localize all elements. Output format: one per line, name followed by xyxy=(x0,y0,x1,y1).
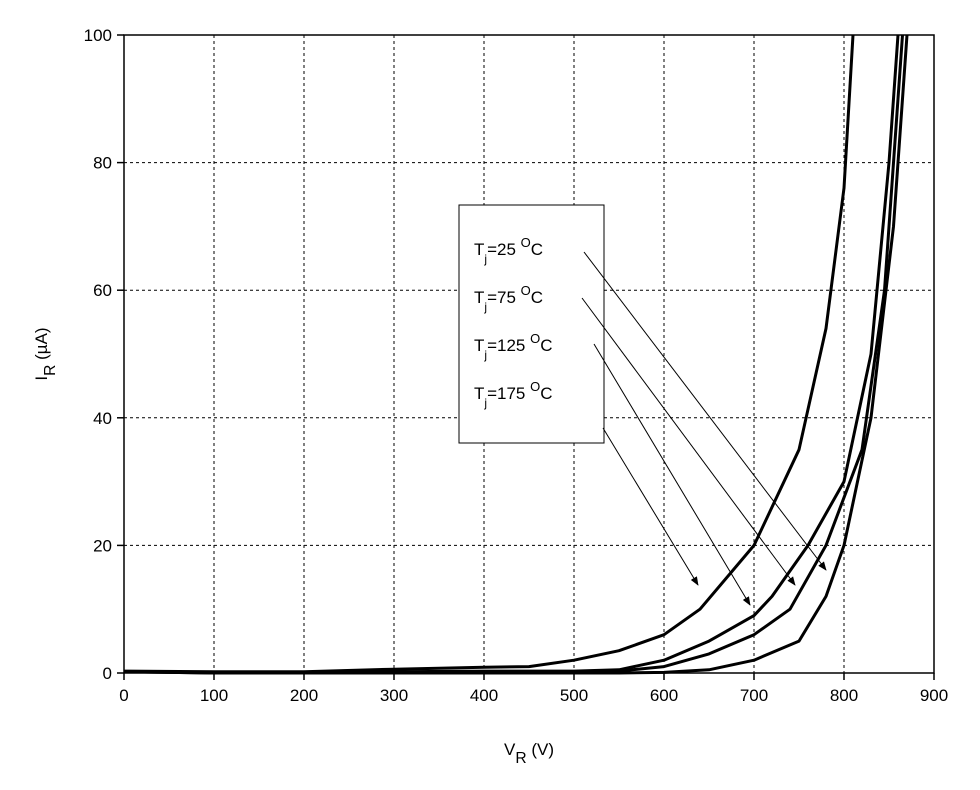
axis-label-part: R xyxy=(515,750,526,767)
y-tick-label: 100 xyxy=(84,26,112,45)
x-tick-label: 100 xyxy=(200,686,228,705)
series-line xyxy=(123,34,900,674)
legend-label-part: j xyxy=(483,252,487,266)
series-line xyxy=(123,34,855,674)
legend-label-part: j xyxy=(483,348,487,362)
legend-label-part: C xyxy=(540,384,552,403)
x-tick-label: 400 xyxy=(470,686,498,705)
legend-label-part: O xyxy=(530,379,540,394)
y-tick-label: 0 xyxy=(103,664,112,683)
legend-label: Tj=175 OC xyxy=(474,379,552,410)
legend-arrow xyxy=(602,427,699,586)
legend-label-part: =75 xyxy=(487,288,521,307)
legend-label: Tj=75 OC xyxy=(474,283,543,314)
x-label: VR (V) xyxy=(504,740,554,767)
legend-label-part: T xyxy=(474,240,484,259)
legend-label-part: =125 xyxy=(487,336,530,355)
y-tick-label: 40 xyxy=(93,409,112,428)
x-tick-label: 0 xyxy=(119,686,128,705)
legend-label-part: j xyxy=(483,300,487,314)
legend-label-part: =175 xyxy=(487,384,530,403)
axis-label-part: I xyxy=(32,376,51,381)
axis-label-part: (µA) xyxy=(32,327,51,364)
legend-label-part: C xyxy=(531,288,543,307)
legend-label-part: O xyxy=(521,283,531,298)
y-tick-label: 20 xyxy=(93,536,112,555)
legend-label-part: =25 xyxy=(487,240,521,259)
x-tick-label: 900 xyxy=(920,686,948,705)
y-label: IR (µA) xyxy=(32,327,59,380)
axis-label-part: V xyxy=(504,740,516,759)
x-tick-label: 200 xyxy=(290,686,318,705)
legend-arrow xyxy=(581,297,796,586)
legend-label-part: C xyxy=(531,240,543,259)
x-tick-label: 700 xyxy=(740,686,768,705)
axis-label-part: (V) xyxy=(527,740,554,759)
legend-box xyxy=(458,204,605,444)
y-tick-label: 80 xyxy=(93,154,112,173)
legend-label-part: j xyxy=(483,396,487,410)
x-tick-label: 600 xyxy=(650,686,678,705)
legend-label-part: T xyxy=(474,288,484,307)
legend-label: Tj=25 OC xyxy=(474,235,543,266)
x-tick-label: 800 xyxy=(830,686,858,705)
legend-label-part: O xyxy=(530,331,540,346)
legend-label-part: T xyxy=(474,336,484,355)
legend-label: Tj=125 OC xyxy=(474,331,552,362)
legend-label-part: C xyxy=(540,336,552,355)
legend-label-part: T xyxy=(474,384,484,403)
legend-label-part: O xyxy=(521,235,531,250)
y-tick-label: 60 xyxy=(93,281,112,300)
legend-arrow xyxy=(583,251,827,571)
x-tick-label: 300 xyxy=(380,686,408,705)
axis-label-part: R xyxy=(42,365,59,376)
x-tick-label: 500 xyxy=(560,686,588,705)
legend-arrow xyxy=(593,343,751,606)
